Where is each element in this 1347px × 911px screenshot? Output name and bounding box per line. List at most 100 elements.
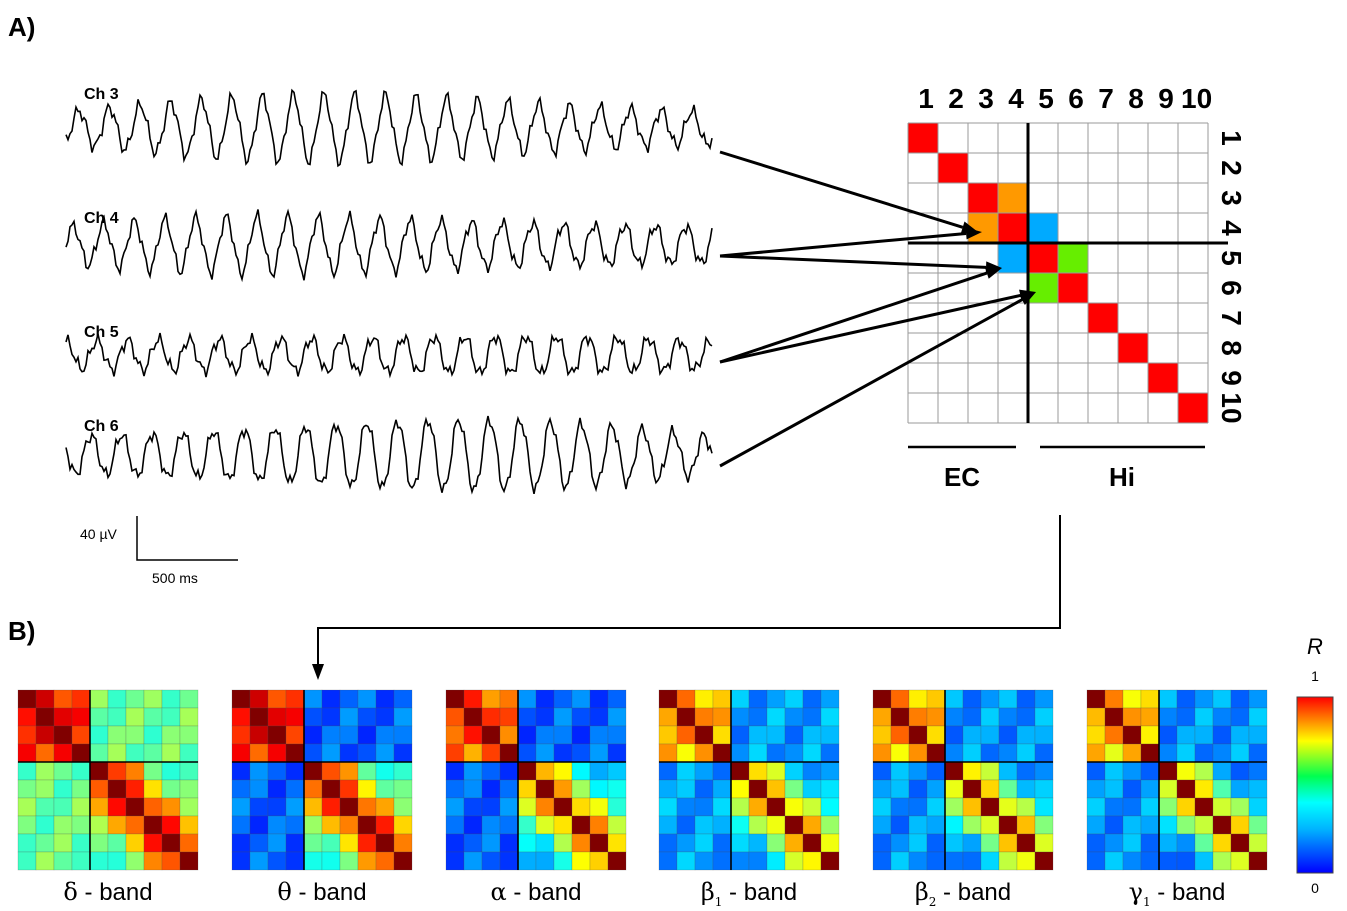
channel-label-4: Ch 4	[84, 210, 119, 227]
band-matrix-cell	[872, 851, 892, 871]
band-matrix-cell	[1016, 851, 1036, 871]
band-matrix-cell	[267, 761, 287, 781]
band-matrix-cell	[1248, 797, 1268, 817]
band-matrix-cell	[1122, 743, 1142, 763]
band-matrix-cell	[231, 797, 251, 817]
band-matrix-cell	[231, 689, 251, 709]
band-matrix-cell	[748, 779, 768, 799]
band-matrix-cell	[125, 725, 145, 745]
band-matrix-cell	[321, 743, 341, 763]
band-matrix-cell	[926, 851, 946, 871]
band-matrix-cell	[143, 743, 163, 763]
band-matrix-cell	[802, 833, 822, 853]
band-matrix-cell	[445, 833, 465, 853]
band-matrix-cell	[571, 725, 591, 745]
band-matrix-cell	[53, 761, 73, 781]
band-matrix-cell	[517, 851, 537, 871]
eeg-trace-ch3	[65, 88, 713, 168]
band-matrix-cell	[249, 815, 269, 835]
band-matrix-cell	[249, 779, 269, 799]
eeg-trace-ch4	[65, 208, 713, 283]
scale-time-label: 500 ms	[152, 570, 198, 586]
band-matrix-cell	[676, 797, 696, 817]
band-matrix-cell	[499, 833, 519, 853]
band-matrix-cell	[357, 833, 377, 853]
band-matrix	[231, 689, 413, 871]
band-matrix-cell	[1140, 797, 1160, 817]
band-matrix-cell	[890, 761, 910, 781]
band-matrix-cell	[980, 743, 1000, 763]
band-matrix-cell	[589, 779, 609, 799]
band-matrix-cell	[676, 815, 696, 835]
band-matrix-cell	[517, 833, 537, 853]
band-matrix-cell	[1016, 707, 1036, 727]
band-matrix-cell	[820, 743, 840, 763]
band-matrix-cell	[125, 815, 145, 835]
band-matrix-cell	[463, 725, 483, 745]
matrix-cell-4-3	[968, 213, 998, 243]
band-matrix-cell	[267, 725, 287, 745]
band-matrix-cell	[445, 689, 465, 709]
band-matrix-cell	[463, 833, 483, 853]
band-matrix-cell	[730, 707, 750, 727]
band-matrix-cell	[179, 779, 199, 799]
band-label: β1 - band	[659, 878, 839, 909]
band-matrix-cell	[658, 707, 678, 727]
band-matrix-cell	[535, 725, 555, 745]
band-matrix-cell	[89, 815, 109, 835]
band-matrix-cell	[998, 797, 1018, 817]
band-matrix-cell	[179, 797, 199, 817]
matrix-col-number: 3	[978, 83, 994, 114]
band-matrix-cell	[17, 833, 37, 853]
band-matrix-cell	[89, 797, 109, 817]
band-matrix-cell	[1158, 851, 1178, 871]
band-matrix-cell	[535, 833, 555, 853]
band-matrix-cell	[676, 725, 696, 745]
band-matrix-cell	[339, 725, 359, 745]
band-matrix-cell	[908, 743, 928, 763]
eeg-trace-ch5	[65, 331, 713, 379]
band-matrix-cell	[908, 689, 928, 709]
band-matrix-cell	[499, 743, 519, 763]
band-matrix-cell	[481, 743, 501, 763]
band-matrix-cell	[35, 761, 55, 781]
band-word: - band	[936, 879, 1012, 906]
band-matrix-cell	[589, 851, 609, 871]
band-matrix-cell	[571, 779, 591, 799]
band-word: - band	[1150, 879, 1226, 906]
band-matrix-cell	[571, 851, 591, 871]
band-matrix-cell	[1016, 815, 1036, 835]
scale-amplitude-label: 40 µV	[80, 526, 117, 542]
band-matrix-cell	[589, 797, 609, 817]
matrix-row-number: 10	[1216, 392, 1247, 424]
band-symbol: β	[914, 878, 929, 906]
matrix-cell-3-4	[998, 183, 1028, 213]
band-matrix-cell	[1104, 725, 1124, 745]
band-matrix-cell	[730, 761, 750, 781]
band-matrix-cell	[393, 833, 413, 853]
matrix-col-number: 8	[1128, 83, 1144, 114]
band-matrix-cell	[766, 851, 786, 871]
band-matrix-cell	[179, 689, 199, 709]
band-matrix-cell	[1104, 743, 1124, 763]
band-matrix-cell	[694, 761, 714, 781]
band-matrix-cell	[303, 743, 323, 763]
band-matrix-cell	[890, 689, 910, 709]
band-matrix-cell	[17, 815, 37, 835]
band-matrix-cell	[962, 779, 982, 799]
band-matrix-cell	[517, 689, 537, 709]
band-matrix-cell	[35, 851, 55, 871]
band-matrix-cell	[107, 725, 127, 745]
band-matrix-cell	[908, 707, 928, 727]
band-matrix-cell	[589, 743, 609, 763]
band-matrix-cell	[303, 851, 323, 871]
band-matrix-cell	[998, 761, 1018, 781]
band-matrix-cell	[375, 779, 395, 799]
band-matrix-cell	[872, 707, 892, 727]
band-matrix-cell	[730, 689, 750, 709]
band-matrix-cell	[1016, 689, 1036, 709]
band-matrix-cell	[980, 725, 1000, 745]
band-matrix-cell	[712, 743, 732, 763]
band-matrix-cell	[1104, 833, 1124, 853]
